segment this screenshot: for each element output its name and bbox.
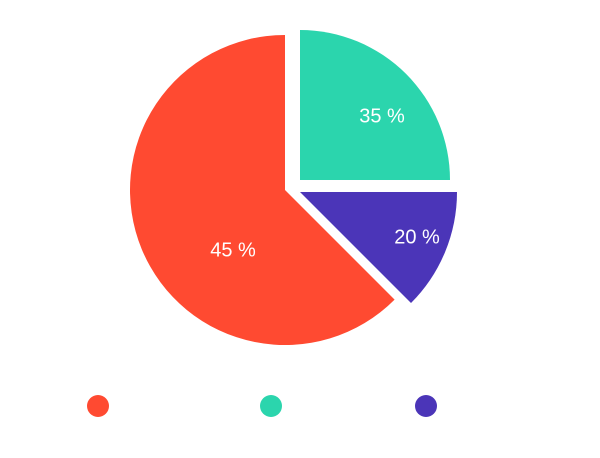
slice-label-35: 35 % bbox=[359, 105, 405, 127]
legend-dot-45[interactable] bbox=[87, 395, 109, 417]
slice-label-20: 20 % bbox=[394, 226, 440, 248]
pie-slice-20[interactable] bbox=[300, 192, 457, 304]
pie-slices bbox=[130, 30, 457, 345]
legend bbox=[87, 395, 437, 417]
legend-dot-20[interactable] bbox=[415, 395, 437, 417]
slice-label-45: 45 % bbox=[210, 239, 256, 261]
legend-dot-35[interactable] bbox=[260, 395, 282, 417]
pie-slice-45[interactable] bbox=[130, 35, 395, 345]
pie-labels: 45 % 35 % 20 % bbox=[210, 105, 440, 261]
pie-slice-35[interactable] bbox=[300, 30, 450, 180]
